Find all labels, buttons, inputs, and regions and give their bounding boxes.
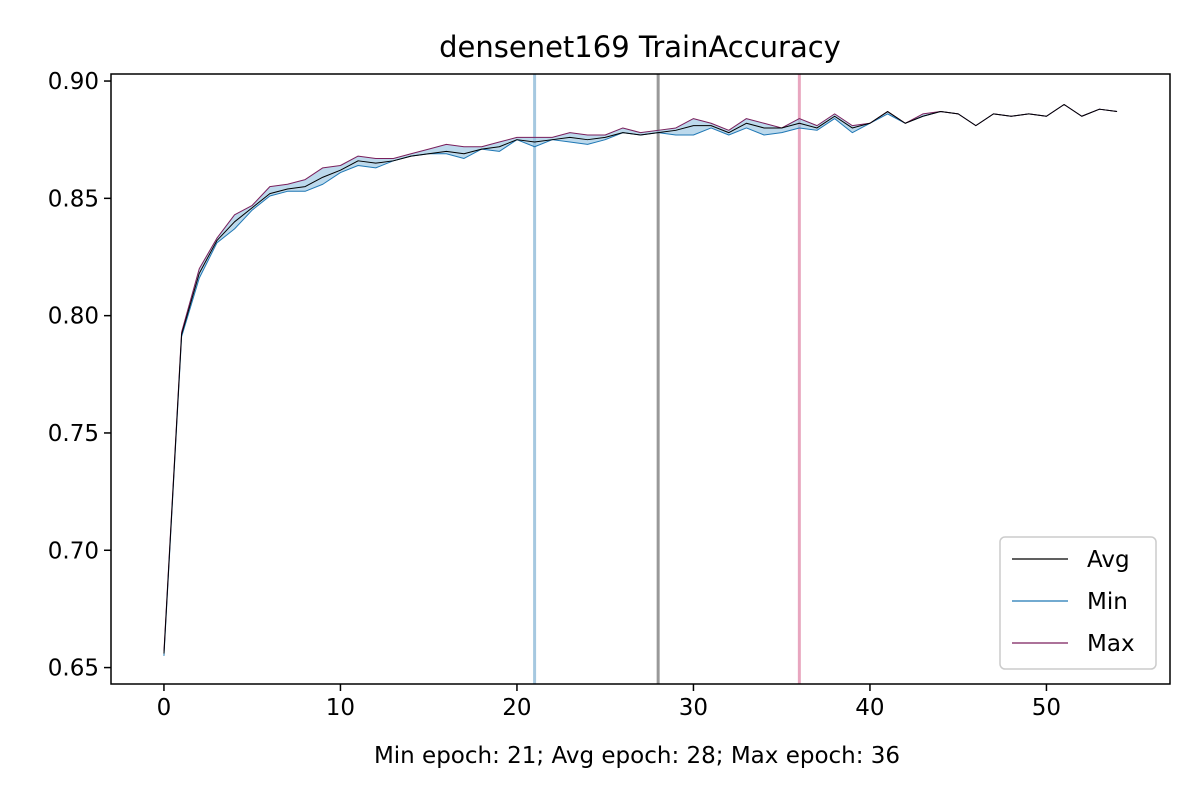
chart-title: densenet169 TrainAccuracy	[439, 30, 841, 64]
x-tick-label: 50	[1032, 695, 1061, 721]
x-tick-label: 30	[679, 695, 708, 721]
x-tick-label: 0	[157, 695, 172, 721]
y-tick-label: 0.75	[48, 421, 99, 447]
plot-area	[163, 74, 1118, 684]
x-axis-label: Min epoch: 21; Avg epoch: 28; Max epoch:…	[374, 743, 900, 769]
x-tick-label: 20	[502, 695, 531, 721]
legend-label-min: Min	[1087, 589, 1128, 615]
x-tick-label: 10	[326, 695, 355, 721]
legend: Avg Min Max	[999, 536, 1157, 670]
y-tick-label: 0.90	[48, 69, 99, 95]
y-tick-label: 0.80	[48, 304, 99, 330]
y-tick-label: 0.65	[48, 656, 99, 682]
legend-box	[999, 536, 1157, 670]
axes: 0 10 20 30 40 50 0.65 0.70 0.75 0.80 0.85 0.90	[48, 69, 1171, 721]
series-line-avg	[163, 104, 1118, 654]
axes-frame	[110, 73, 1171, 685]
y-tick-label: 0.85	[48, 186, 99, 212]
x-tick-label: 40	[855, 695, 884, 721]
y-tick-label: 0.70	[48, 538, 99, 564]
legend-label-avg: Avg	[1087, 547, 1130, 573]
legend-label-max: Max	[1087, 631, 1135, 657]
